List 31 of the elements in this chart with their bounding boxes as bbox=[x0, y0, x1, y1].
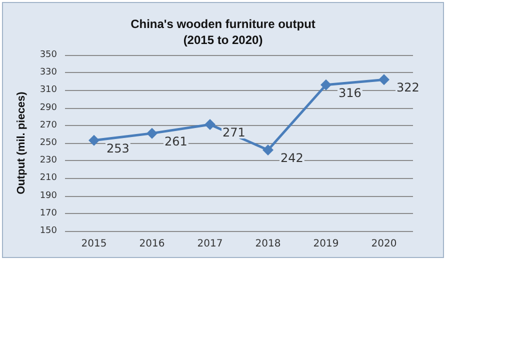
y-tick-label: 170 bbox=[40, 208, 58, 218]
x-tick-label: 2017 bbox=[197, 238, 223, 250]
y-tick-label: 290 bbox=[40, 102, 58, 113]
data-label: 271 bbox=[222, 126, 246, 140]
data-label: 261 bbox=[164, 134, 188, 148]
y-tick-label: 310 bbox=[40, 85, 58, 96]
y-tick-label: 190 bbox=[40, 190, 58, 201]
data-label: 316 bbox=[338, 86, 362, 100]
x-tick-label: 2020 bbox=[371, 238, 397, 250]
chart-title: China's wooden furniture output (2015 to 2020) bbox=[130, 17, 316, 47]
data-label: 242 bbox=[280, 151, 304, 166]
point bbox=[146, 128, 158, 139]
point bbox=[320, 79, 332, 90]
x-tick-label: 2019 bbox=[313, 238, 339, 250]
y-tick-label: 150 bbox=[40, 226, 58, 236]
y-tick-label: 210 bbox=[40, 173, 58, 184]
y-tick-label: 230 bbox=[40, 156, 58, 166]
x-tick-label: 2018 bbox=[255, 238, 281, 250]
y-tick-label: 250 bbox=[40, 138, 58, 148]
y-axis-title: Output (mil. pieces) bbox=[16, 91, 28, 194]
point bbox=[88, 134, 100, 146]
y-tick-label: 270 bbox=[40, 120, 58, 130]
point bbox=[378, 74, 390, 86]
data-label: 322 bbox=[396, 80, 420, 95]
point bbox=[262, 144, 274, 156]
point bbox=[204, 119, 216, 130]
x-tick-label: 2016 bbox=[139, 238, 165, 250]
x-tick-label: 2015 bbox=[81, 238, 107, 250]
y-tick-label: 330 bbox=[40, 68, 58, 78]
data-label: 253 bbox=[106, 141, 130, 156]
y-tick-label: 350 bbox=[40, 50, 58, 60]
